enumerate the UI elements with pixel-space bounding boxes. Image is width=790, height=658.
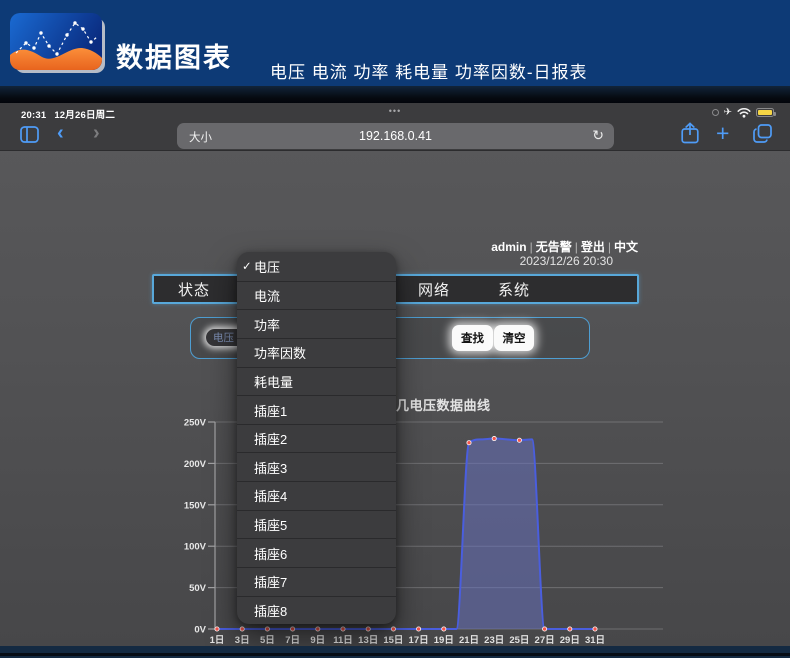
checkmark-icon: ✓ [242,261,252,274]
menu-item-6[interactable]: 插座2 [237,423,396,453]
menu-item-label: 功率因数 [254,346,307,362]
menu-item-8[interactable]: 插座4 [237,481,396,510]
menu-item-label: 插座7 [254,575,288,591]
svg-text:17日: 17日 [409,635,429,646]
svg-text:150V: 150V [184,500,207,511]
svg-text:3日: 3日 [235,635,250,646]
multitasking-dots-icon[interactable]: ••• [388,106,402,116]
alarm-status-link[interactable]: 无告警 [535,240,572,254]
status-time: 20:31 [21,110,47,121]
menu-item-5[interactable]: 插座1 [237,395,396,424]
chart-title: 几电压数据曲线 [396,398,491,413]
nav-item-4[interactable]: 系统 [497,281,530,299]
clear-button[interactable]: 清空 [494,325,534,351]
menu-item-7[interactable]: 插座3 [237,452,396,481]
svg-text:100V: 100V [184,542,207,553]
svg-text:23日: 23日 [484,635,504,646]
logout-link[interactable]: 登出 [580,240,605,254]
new-tab-icon[interactable]: + [716,120,730,146]
tablet-screen: 20:31 12月26日周二 ••• ✈ ‹ › [0,103,790,658]
browser-chrome: 20:31 12月26日周二 ••• ✈ ‹ › [0,103,790,151]
chart-logo-icon [10,13,102,70]
reload-icon[interactable]: ↻ [592,127,604,143]
svg-text:9日: 9日 [310,635,325,646]
svg-text:31日: 31日 [585,635,605,646]
menu-item-3[interactable]: 功率因数 [237,337,396,367]
menu-item-label: 插座3 [254,460,288,476]
status-date: 12月26日周二 [54,110,116,121]
menu-item-label: 功率 [254,317,281,333]
menu-item-label: 插座6 [254,546,288,562]
report-subtitle: 电压 电流 功率 耗电量 功率因数-日报表 [270,63,588,82]
menu-item-label: 电压 [254,259,281,275]
nav-item-3[interactable]: 网络 [417,281,450,299]
bottom-strip [0,646,790,653]
back-button-icon[interactable]: ‹ [57,122,64,144]
page-datetime: 2023/12/26 20:30 [519,254,613,268]
svg-text:1日: 1日 [210,635,225,646]
language-link[interactable]: 中文 [613,240,638,254]
menu-item-9[interactable]: 插座5 [237,509,396,539]
svg-text:27日: 27日 [535,635,555,646]
menu-item-10[interactable]: 插座6 [237,538,396,567]
bottom-strip-dark [0,653,790,656]
app-banner: 数据图表 电压 电流 功率 耗电量 功率因数-日报表 [0,0,790,86]
svg-text:25日: 25日 [509,635,529,646]
svg-text:29日: 29日 [560,635,580,646]
bottom-strip-edge [0,656,790,658]
menu-item-label: 插座2 [254,432,288,448]
app-title: 数据图表 [116,43,232,73]
menu-item-label: 电流 [254,288,281,304]
rotation-lock-icon [711,109,719,116]
share-icon[interactable] [681,122,699,144]
menu-item-11[interactable]: 插座7 [237,567,396,596]
svg-text:5日: 5日 [260,635,275,646]
url-field[interactable]: 大小 192.168.0.41 ↻ [177,123,614,149]
menu-item-2[interactable]: 功率 [237,309,396,338]
menu-item-0[interactable]: ✓ 电压 [237,252,396,281]
wifi-icon [737,108,751,118]
svg-text:7日: 7日 [285,635,300,646]
svg-text:250V: 250V [184,418,207,429]
banner-divider [0,86,790,103]
status-time-date: 20:31 12月26日周二 [21,107,115,121]
sidebar-toggle-icon[interactable] [20,126,39,143]
svg-text:50V: 50V [189,583,207,594]
svg-text:200V: 200V [184,459,207,470]
svg-text:13日: 13日 [358,635,378,646]
status-icons: ✈ [711,106,776,118]
browser-toolbar: ‹ › 大小 192.168.0.41 ↻ + [0,120,790,151]
tabs-icon[interactable] [753,124,772,143]
select-dropdown-menu: ✓ 电压电流功率功率因数耗电量插座1 插座2 插座3 插座4 插座5 插座6 插座7 插座8 [237,252,396,625]
menu-item-4[interactable]: 耗电量 [237,366,396,396]
nav-item-0[interactable]: 状态 [177,281,210,299]
forward-button-icon[interactable]: › [93,122,100,144]
svg-text:19日: 19日 [434,635,454,646]
svg-text:15日: 15日 [383,635,403,646]
menu-item-label: 耗电量 [254,374,294,390]
user-bar: admin | 无告警 | 登出 | 中文 [491,240,638,254]
menu-item-label: 插座5 [254,518,288,534]
username-label: admin [491,240,527,254]
metric-select-value: 电压 [213,332,234,344]
menu-item-label: 插座1 [254,403,288,419]
airplane-mode-icon: ✈ [723,106,732,118]
url-text: 192.168.0.41 [359,129,432,143]
battery-icon [756,108,776,117]
menu-item-1[interactable]: 电流 [237,280,396,310]
svg-text:21日: 21日 [459,635,479,646]
svg-text:0V: 0V [194,625,206,636]
menu-item-label: 插座8 [254,604,288,619]
svg-text:11日: 11日 [333,635,353,646]
find-button[interactable]: 查找 [452,325,493,351]
menu-item-12[interactable]: 插座8 [237,595,396,625]
menu-item-label: 插座4 [254,489,288,505]
page-zoom-button[interactable]: 大小 [189,132,212,144]
